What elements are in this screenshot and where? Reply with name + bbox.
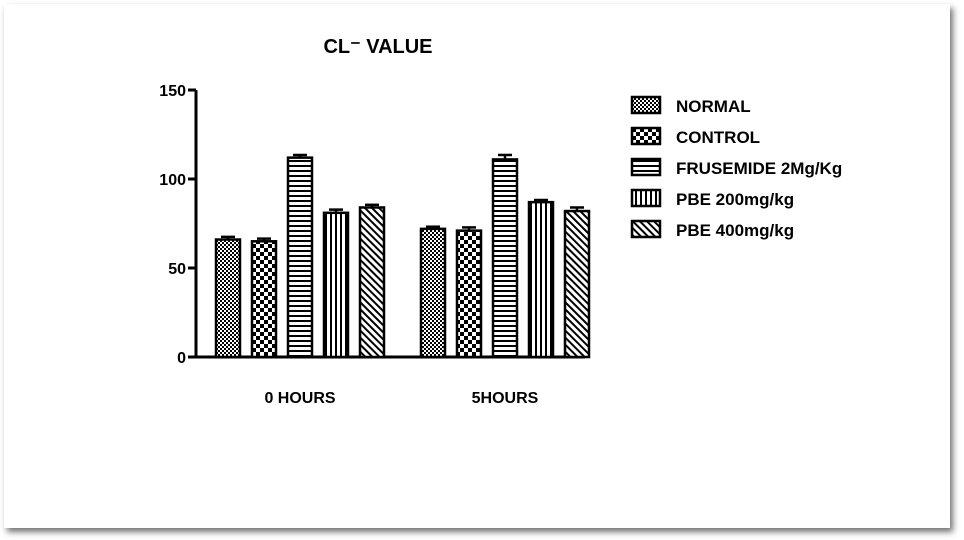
y-tick-label: 50 — [168, 261, 186, 278]
chart-title: CL⁻ VALUE — [323, 36, 432, 58]
legend-label: PBE 400mg/kg — [676, 221, 794, 240]
x-tick-label: 0 HOURS — [264, 390, 335, 407]
x-tick-label: 5HOURS — [472, 390, 539, 407]
bar-pbe-200mg-kg-1 — [322, 211, 350, 359]
y-tick-label: 0 — [177, 350, 186, 367]
legend-label: FRUSEMIDE 2Mg/Kg — [676, 159, 842, 178]
legend-label: NORMAL — [676, 97, 751, 116]
legend: NORMAL CONTROL FRUSEMIDE 2Mg/Kg PBE 200mg/k… — [630, 95, 842, 240]
bar-frusemide-2mg-kg-1 — [286, 156, 314, 359]
legend-swatch — [630, 219, 662, 239]
bar-control-2 — [455, 229, 483, 359]
bar-normal-1 — [214, 238, 242, 359]
legend-label: PBE 200mg/kg — [676, 190, 794, 209]
bar-pbe-400mg-kg-1 — [358, 206, 386, 359]
legend-swatch — [630, 95, 662, 115]
legend-swatch — [630, 188, 662, 208]
bar-frusemide-2mg-kg-2 — [491, 158, 519, 359]
y-tick-label: 150 — [159, 83, 186, 100]
legend-swatch — [630, 157, 662, 177]
bars — [214, 153, 591, 359]
bar-pbe-400mg-kg-2 — [563, 209, 591, 359]
legend-label: CONTROL — [676, 128, 760, 147]
legend-swatch — [630, 126, 662, 146]
bar-normal-2 — [419, 227, 447, 359]
y-tick-label: 100 — [159, 172, 186, 189]
bar-control-1 — [250, 240, 278, 359]
bar-pbe-200mg-kg-2 — [527, 200, 555, 359]
